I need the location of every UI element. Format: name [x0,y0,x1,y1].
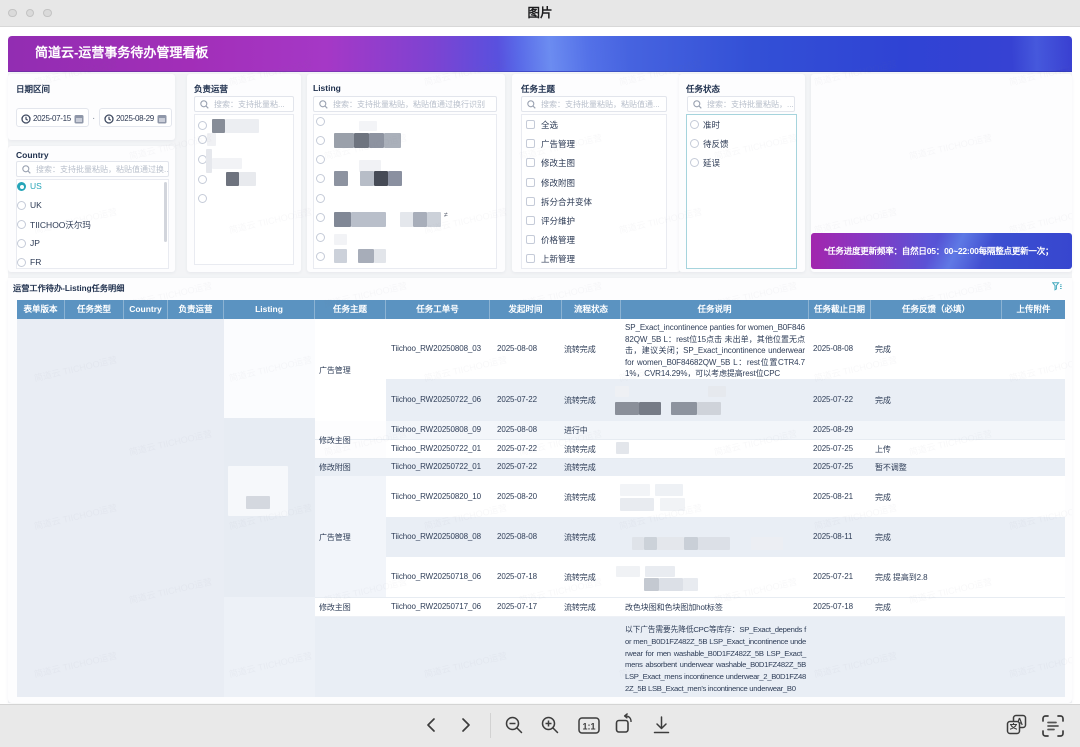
svg-text:1:1: 1:1 [582,721,595,731]
